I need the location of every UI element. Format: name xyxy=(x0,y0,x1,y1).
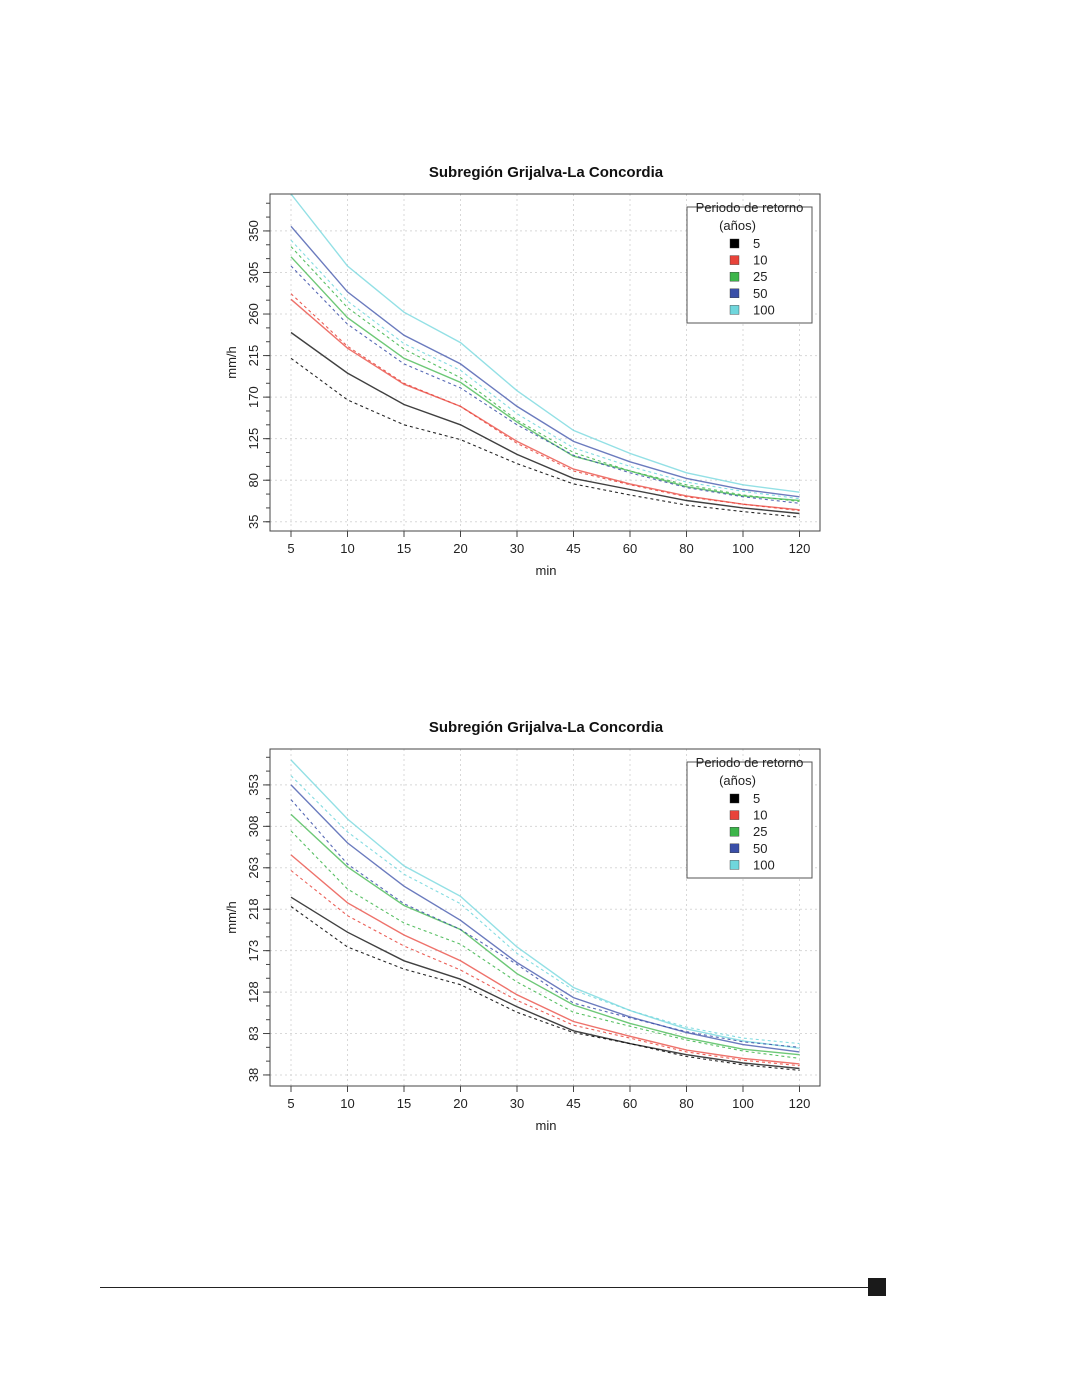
chart-title: Subregión Grijalva-La Concordia xyxy=(429,719,664,736)
x-axis-label: min xyxy=(536,563,557,578)
legend-swatch-10 xyxy=(729,810,740,820)
y-tick-label: 353 xyxy=(246,774,261,796)
x-tick-label: 60 xyxy=(623,541,637,556)
x-tick-label: 20 xyxy=(453,1096,467,1111)
chart-title: Subregión Grijalva-La Concordia xyxy=(429,164,664,181)
legend-label-25: 25 xyxy=(753,824,767,839)
x-tick-label: 100 xyxy=(732,1096,754,1111)
footer-rule xyxy=(100,1287,870,1288)
footer-page-marker xyxy=(868,1278,886,1296)
series-line-100-solid xyxy=(290,759,800,1049)
legend-box xyxy=(686,206,813,324)
y-tick-label: 350 xyxy=(246,220,261,242)
series-line-100-solid xyxy=(290,193,800,493)
intensity-chart-1: Subregión Grijalva-La Concordia 5 10 15 20 30… xyxy=(224,164,821,578)
legend-title: Periodo de retorno xyxy=(696,200,804,215)
legend-label-10: 10 xyxy=(753,253,767,268)
x-tick-label: 30 xyxy=(510,541,524,556)
y-tick-label: 35 xyxy=(246,515,261,529)
legend-subtitle: (años) xyxy=(719,218,756,233)
y-tick-label: 215 xyxy=(246,345,261,367)
legend-subtitle: (años) xyxy=(719,773,756,788)
plot-frame xyxy=(269,193,821,532)
y-tick-label: 263 xyxy=(246,857,261,879)
y-tick-label: 260 xyxy=(246,303,261,325)
x-tick-label: 15 xyxy=(397,541,411,556)
x-tick-label: 5 xyxy=(287,1096,294,1111)
y-tick-label: 38 xyxy=(246,1068,261,1082)
x-tick-label: 80 xyxy=(679,1096,693,1111)
y-axis-label: mm/h xyxy=(224,346,239,379)
series-line-5-solid xyxy=(290,896,800,1070)
series-line-10-dashed xyxy=(290,293,800,512)
series-line-25-solid xyxy=(290,256,800,502)
y-tick-label: 128 xyxy=(246,981,261,1003)
x-tick-label: 100 xyxy=(732,541,754,556)
y-tick-label: 218 xyxy=(246,898,261,920)
legend-swatch-25 xyxy=(729,826,740,837)
series-line-100-dashed xyxy=(290,775,800,1045)
y-tick-label: 83 xyxy=(246,1026,261,1040)
y-tick-label: 173 xyxy=(246,940,261,962)
x-tick-label: 45 xyxy=(566,541,580,556)
x-tick-label: 10 xyxy=(340,1096,354,1111)
legend-label-5: 5 xyxy=(753,236,760,251)
y-tick-label: 125 xyxy=(246,428,261,450)
legend-swatch-25 xyxy=(729,271,740,282)
x-tick-label: 60 xyxy=(623,1096,637,1111)
legend-label-100: 100 xyxy=(753,857,775,872)
intensity-chart-2: Subregión Grijalva-La Concordia 5 10 15 20 30… xyxy=(224,719,821,1133)
legend-swatch-10 xyxy=(729,255,740,265)
series-line-10-dashed xyxy=(290,870,800,1067)
x-tick-label: 5 xyxy=(287,541,294,556)
x-axis-label: min xyxy=(536,1118,557,1133)
legend-swatch-5 xyxy=(729,238,740,249)
series-line-50-solid xyxy=(290,784,800,1053)
series-line-50-solid xyxy=(290,225,800,498)
legend-swatch-50 xyxy=(729,843,740,854)
series-line-100-dashed xyxy=(290,239,800,500)
legend-label-50: 50 xyxy=(753,841,767,856)
legend-label-100: 100 xyxy=(753,302,775,317)
legend-label-5: 5 xyxy=(753,791,760,806)
y-tick-label: 305 xyxy=(246,262,261,284)
series-line-10-solid xyxy=(290,854,800,1065)
series-line-5-solid xyxy=(290,331,800,515)
x-tick-label: 45 xyxy=(566,1096,580,1111)
legend-swatch-5 xyxy=(729,793,740,804)
legend-title: Periodo de retorno xyxy=(696,755,804,770)
series-line-50-dashed xyxy=(290,799,800,1048)
series-line-50-dashed xyxy=(290,265,800,504)
y-axis-label: mm/h xyxy=(224,901,239,934)
series-line-25-dashed xyxy=(290,246,800,503)
legend-label-50: 50 xyxy=(753,286,767,301)
series-line-25-solid xyxy=(290,813,800,1056)
x-tick-label: 20 xyxy=(453,541,467,556)
y-tick-label: 308 xyxy=(246,815,261,837)
legend-swatch-100 xyxy=(729,305,740,315)
x-tick-label: 15 xyxy=(397,1096,411,1111)
x-tick-label: 120 xyxy=(789,541,811,556)
x-tick-label: 30 xyxy=(510,1096,524,1111)
legend-label-25: 25 xyxy=(753,269,767,284)
x-tick-label: 10 xyxy=(340,541,354,556)
legend-label-10: 10 xyxy=(753,808,767,823)
legend-box xyxy=(686,761,813,879)
series-line-25-dashed xyxy=(290,830,800,1059)
x-tick-label: 80 xyxy=(679,541,693,556)
y-tick-label: 80 xyxy=(246,473,261,487)
x-tick-label: 120 xyxy=(789,1096,811,1111)
y-tick-label: 170 xyxy=(246,386,261,408)
plot-frame xyxy=(269,748,821,1087)
legend-swatch-100 xyxy=(729,860,740,870)
legend-swatch-50 xyxy=(729,288,740,299)
